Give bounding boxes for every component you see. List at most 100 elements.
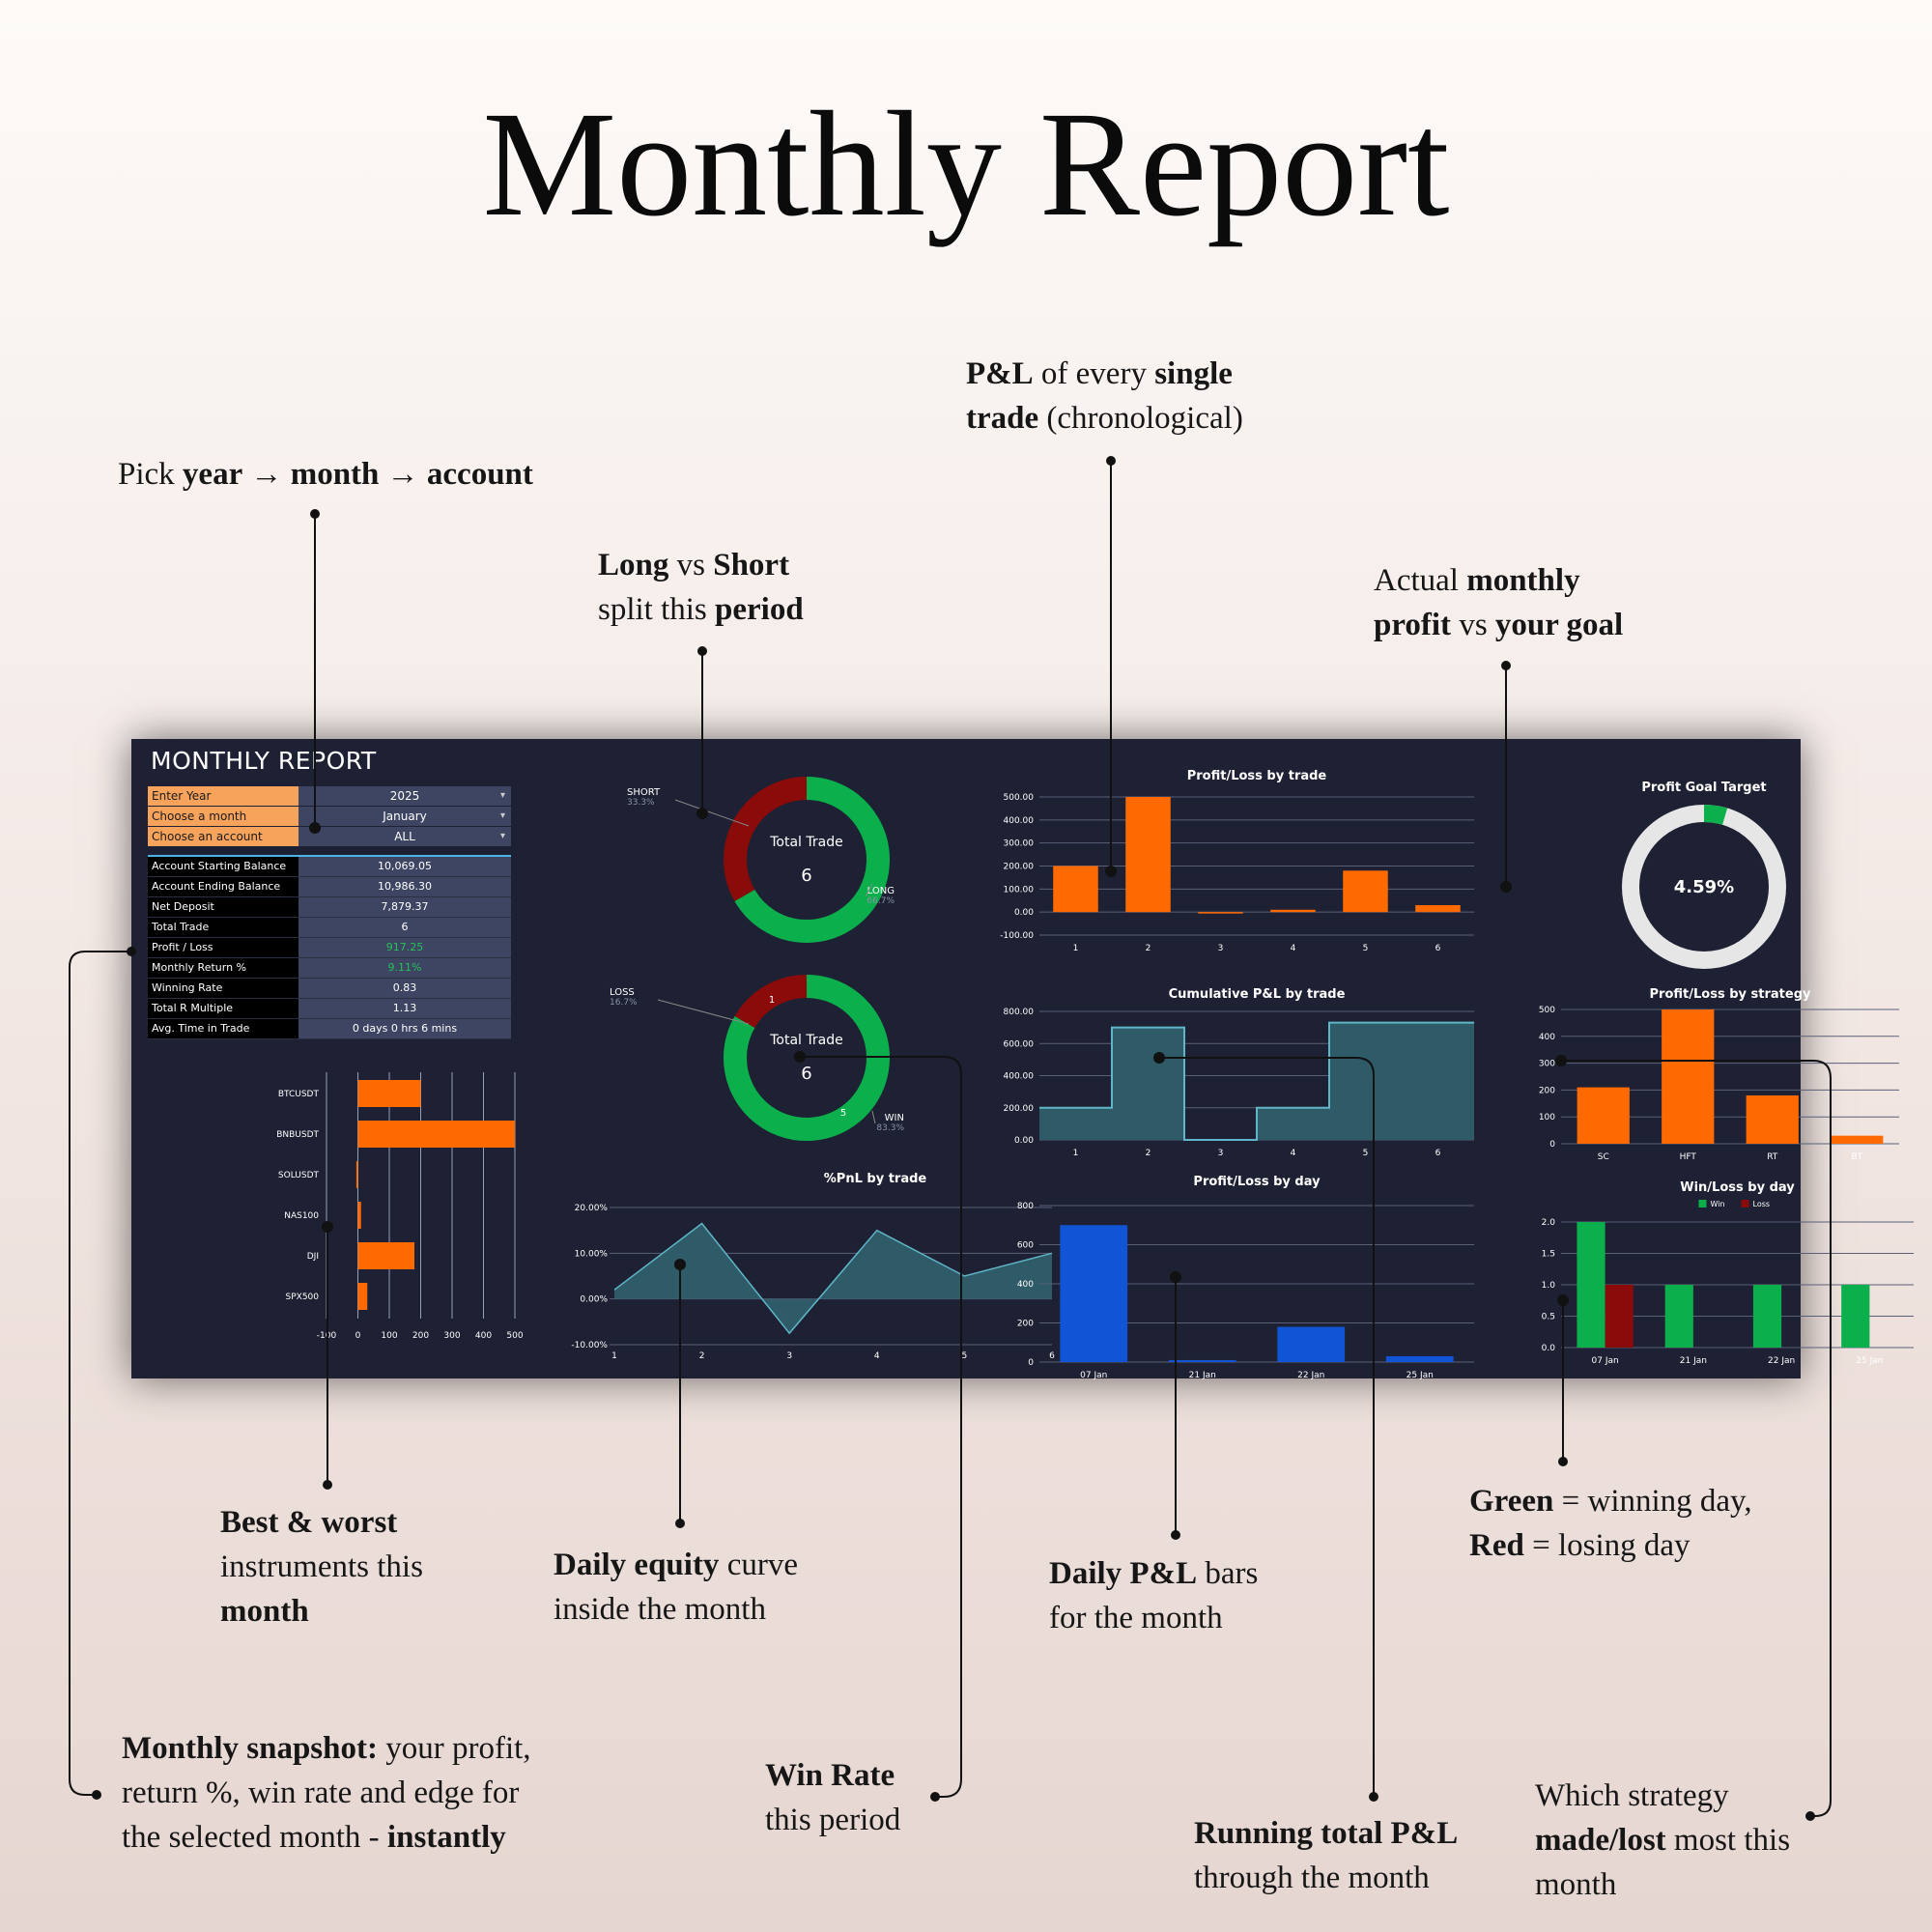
annotation-winloss-day: Green = winning day, Red = losing day — [1469, 1484, 1752, 1563]
donut-center-value: 6 — [801, 866, 811, 886]
stat-row: Avg. Time in Trade 0 days 0 hrs 6 mins — [148, 1019, 511, 1039]
month-dropdown[interactable]: January — [298, 807, 511, 826]
bar-win — [1664, 1285, 1693, 1348]
x-tick-label: 200 — [412, 1331, 429, 1341]
x-tick-label: 5 — [1363, 944, 1369, 953]
y-tick-label: -100.00 — [1000, 931, 1034, 941]
pl-by-strategy-chart: Profit/Loss by strategy 500 400 300 200 100 0 S… — [1539, 987, 1899, 1162]
x-tick-label: 2 — [1146, 944, 1151, 953]
win-loss-by-day-chart: Win/Loss by day 2.0 1.5 1.0 0.5 0.0 07 Jan 21 J… — [1542, 1180, 1914, 1366]
bar — [357, 1202, 361, 1229]
stat-label: Monthly Return % — [148, 958, 298, 978]
donut-inner-label: 1 — [769, 995, 775, 1006]
y-tick-label: 2.0 — [1542, 1218, 1556, 1228]
legend-label: Loss — [1753, 1200, 1771, 1208]
annotation-win-rate: Win Rate this period — [765, 1758, 901, 1837]
x-tick-label: BT — [1851, 1152, 1862, 1162]
donut-slice-long — [734, 777, 890, 943]
chart-title: Profit/Loss by trade — [1187, 769, 1327, 783]
donut-center-label: Total Trade — [769, 835, 842, 850]
y-tick-label: NAS100 — [284, 1211, 319, 1221]
chart-title: Profit/Loss by strategy — [1650, 987, 1811, 1002]
y-tick-label: 300 — [1539, 1060, 1555, 1069]
year-selector[interactable]: Enter Year 2025 — [148, 786, 511, 806]
stat-label: Profit / Loss — [148, 938, 298, 957]
x-tick-label: 0 — [355, 1331, 361, 1341]
x-tick-label: 1 — [1073, 1149, 1079, 1158]
annotation-goal: Actual monthly profit vs your goal — [1374, 563, 1624, 642]
bar-win — [1577, 1222, 1605, 1348]
y-tick-label: 800 — [1017, 1202, 1034, 1211]
bar — [1577, 1087, 1630, 1144]
x-tick-label: 07 Jan — [1592, 1356, 1619, 1366]
x-tick-label: 4 — [1291, 1149, 1296, 1158]
bar — [1746, 1094, 1799, 1144]
bar — [1060, 1225, 1128, 1362]
y-tick-label: 0 — [1549, 1140, 1555, 1150]
account-dropdown[interactable]: ALL — [298, 827, 511, 846]
account-selector[interactable]: Choose an account ALL — [148, 827, 511, 846]
y-tick-label: 200 — [1539, 1086, 1555, 1095]
x-tick-label: 07 Jan — [1080, 1371, 1107, 1380]
stat-value: 6 — [298, 918, 511, 937]
donut-pct-win: 83.3% — [876, 1123, 904, 1133]
area-fill — [614, 1223, 1052, 1334]
stat-value: 10,069.05 — [298, 857, 511, 876]
y-tick-label: 500 — [1539, 1006, 1555, 1015]
annotation-running-total: Running total P&L through the month — [1194, 1816, 1459, 1895]
stat-value: 10,986.30 — [298, 877, 511, 896]
donut-center-label: Total Trade — [769, 1033, 842, 1048]
x-tick-label: 4 — [874, 1351, 880, 1361]
x-tick-label: 2 — [699, 1351, 705, 1361]
stat-row: Account Starting Balance 10,069.05 — [148, 857, 511, 877]
month-selector[interactable]: Choose a month January — [148, 807, 511, 826]
stat-value: 0.83 — [298, 979, 511, 998]
y-tick-label: 10.00% — [575, 1249, 609, 1259]
x-tick-label: 400 — [475, 1331, 492, 1341]
y-tick-label: 0.00% — [580, 1295, 608, 1305]
y-tick-label: 400 — [1017, 1280, 1034, 1290]
annotation-pick-filters: Pick year → month → account — [118, 457, 533, 492]
x-tick-label: 4 — [1291, 944, 1296, 953]
goal-progress — [1703, 805, 1728, 825]
x-tick-label: 5 — [962, 1351, 968, 1361]
donut-label-long: LONG — [867, 886, 895, 896]
stats-table: Account Starting Balance 10,069.05 Account… — [148, 855, 511, 1039]
annotation-pl-by-trade: P&L of every single trade (chronological… — [966, 356, 1243, 436]
x-tick-label: RT — [1767, 1152, 1778, 1162]
x-tick-label: 1 — [611, 1351, 617, 1361]
x-tick-label: 3 — [786, 1351, 792, 1361]
bar — [355, 1161, 358, 1188]
x-tick-label: 5 — [1363, 1149, 1369, 1158]
stat-value: 0 days 0 hrs 6 mins — [298, 1019, 511, 1038]
bar — [1662, 1009, 1715, 1144]
profit-goal-chart: Profit Goal Target 4.59% — [1622, 781, 1786, 969]
stat-row: Total R Multiple 1.13 — [148, 999, 511, 1019]
donut-slice-short — [724, 777, 808, 901]
selector-label: Enter Year — [148, 786, 298, 806]
donut-slice-loss — [734, 975, 808, 1029]
bar — [1277, 1326, 1346, 1362]
stat-value: 1.13 — [298, 999, 511, 1018]
x-tick-label: 100 — [381, 1331, 397, 1341]
bar — [1831, 1135, 1884, 1144]
annotation-strategy: Which strategy made/lost most this month — [1535, 1778, 1791, 1902]
donut-pct-short: 33.3% — [627, 798, 655, 808]
y-tick-label: 200.00 — [1004, 1104, 1035, 1114]
bar — [357, 1242, 414, 1269]
annotation-long-short: Long vs Short split this period — [598, 548, 804, 627]
x-tick-label: 22 Jan — [1768, 1356, 1795, 1366]
x-tick-label: 21 Jan — [1189, 1371, 1216, 1380]
y-tick-label: 1.0 — [1542, 1281, 1556, 1291]
y-tick-label: 600.00 — [1004, 1039, 1035, 1049]
chart-title: Profit/Loss by day — [1193, 1175, 1321, 1189]
bar — [357, 1121, 515, 1148]
x-tick-label: 300 — [443, 1331, 460, 1341]
donut-label-win: WIN — [885, 1113, 904, 1123]
donut-leader-line — [674, 799, 750, 827]
y-tick-label: 100.00 — [1004, 885, 1035, 895]
x-tick-label: 21 Jan — [1680, 1356, 1707, 1366]
year-dropdown[interactable]: 2025 — [298, 786, 511, 806]
donut-pct-loss: 16.7% — [610, 998, 638, 1008]
